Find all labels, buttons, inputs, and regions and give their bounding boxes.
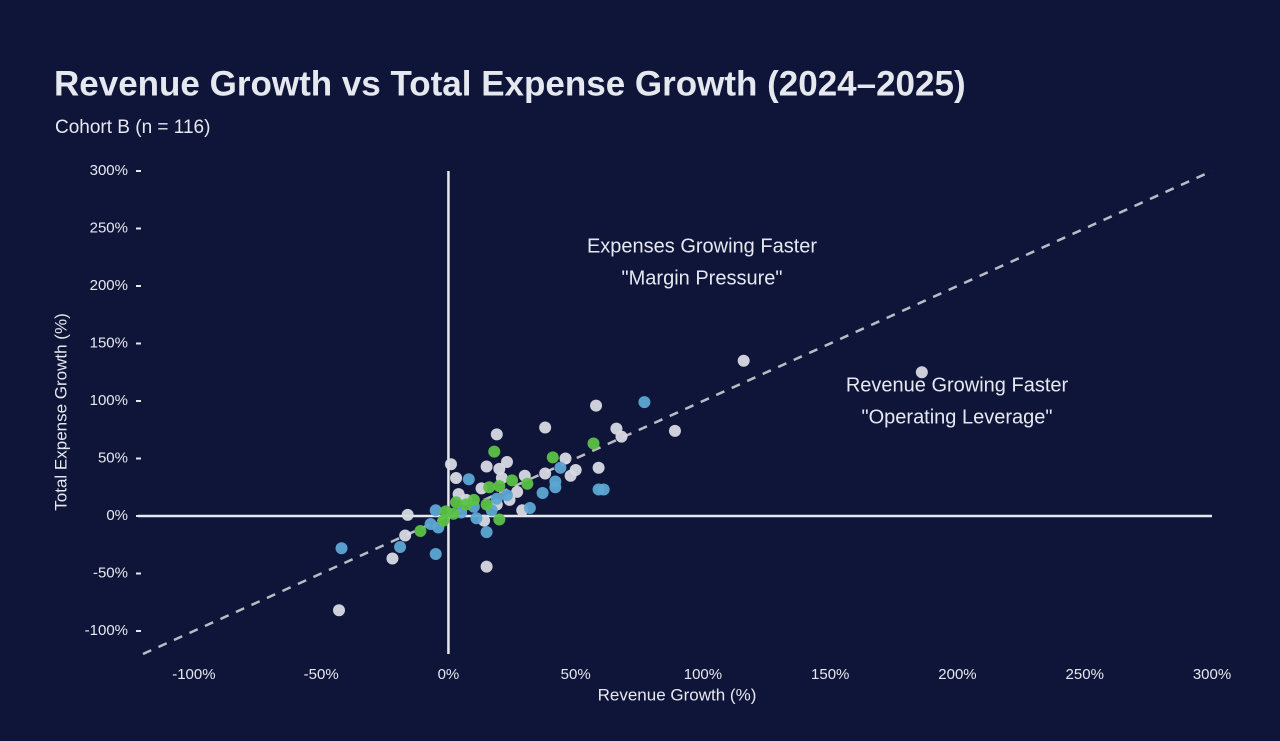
point	[549, 481, 562, 494]
point	[638, 396, 651, 409]
y-axis-label: Total Expense Growth (%)	[51, 313, 70, 510]
point	[332, 604, 345, 617]
point	[394, 541, 407, 554]
x-tick-label: -50%	[304, 666, 339, 683]
point	[429, 547, 442, 560]
point	[480, 526, 493, 539]
point	[480, 498, 493, 511]
chart-subtitle: Cohort B (n = 116)	[55, 117, 210, 138]
x-tick-label: 50%	[561, 666, 591, 683]
y-tick-label: 50%	[98, 449, 128, 466]
x-tick-label: 150%	[811, 666, 849, 683]
point	[414, 524, 427, 537]
point	[429, 504, 442, 517]
annotation: Revenue Growing Faster	[846, 374, 1069, 396]
point	[592, 461, 605, 474]
x-tick-label: 250%	[1066, 666, 1104, 683]
point	[483, 481, 496, 494]
point	[521, 477, 534, 490]
x-tick-label: 300%	[1193, 666, 1231, 683]
point	[470, 512, 483, 525]
point	[590, 399, 603, 412]
y-tick-label: 200%	[90, 277, 128, 294]
y-tick-label: -100%	[85, 622, 128, 639]
point	[399, 529, 412, 542]
point	[401, 508, 414, 521]
point	[587, 437, 600, 450]
point	[615, 430, 628, 443]
point	[523, 501, 536, 514]
y-tick-label: 0%	[106, 507, 128, 524]
point	[559, 452, 572, 465]
point	[462, 473, 475, 486]
point	[450, 496, 463, 509]
point	[444, 458, 457, 471]
y-tick-label: 300%	[90, 162, 128, 179]
chart-title: Revenue Growth vs Total Expense Growth (…	[54, 64, 966, 103]
point	[493, 462, 506, 475]
parity-line	[142, 169, 1213, 656]
point	[335, 542, 348, 555]
point	[506, 474, 519, 487]
point	[536, 487, 549, 499]
point	[467, 493, 480, 506]
y-tick-label: 150%	[90, 334, 128, 351]
annotation: "Operating Leverage"	[862, 406, 1053, 428]
x-tick-label: 200%	[938, 666, 976, 683]
x-tick-label: 0%	[438, 666, 460, 683]
point	[480, 460, 493, 473]
point	[500, 455, 513, 468]
point	[737, 354, 750, 367]
point	[539, 467, 552, 480]
y-tick-label: 100%	[90, 392, 128, 409]
point	[564, 469, 577, 482]
point	[439, 505, 452, 518]
x-tick-label: -100%	[172, 666, 215, 683]
annotation: "Margin Pressure"	[622, 267, 783, 289]
point	[480, 560, 493, 573]
point	[493, 480, 506, 493]
x-tick-label: 100%	[684, 666, 722, 683]
point	[488, 445, 501, 458]
point	[437, 514, 450, 527]
point	[511, 485, 524, 498]
point	[539, 421, 552, 434]
point	[490, 428, 503, 441]
point	[500, 489, 513, 502]
x-axis-label: Revenue Growth (%)	[598, 685, 757, 704]
annotation: Expenses Growing Faster	[587, 235, 817, 257]
y-tick-label: 250%	[90, 219, 128, 236]
point	[915, 366, 928, 379]
point	[592, 483, 605, 496]
point	[386, 552, 399, 565]
y-tick-label: -50%	[93, 564, 128, 581]
point	[546, 451, 559, 464]
point	[493, 513, 506, 526]
point	[554, 461, 567, 474]
point	[450, 472, 463, 485]
point	[490, 492, 503, 505]
point	[668, 424, 681, 437]
